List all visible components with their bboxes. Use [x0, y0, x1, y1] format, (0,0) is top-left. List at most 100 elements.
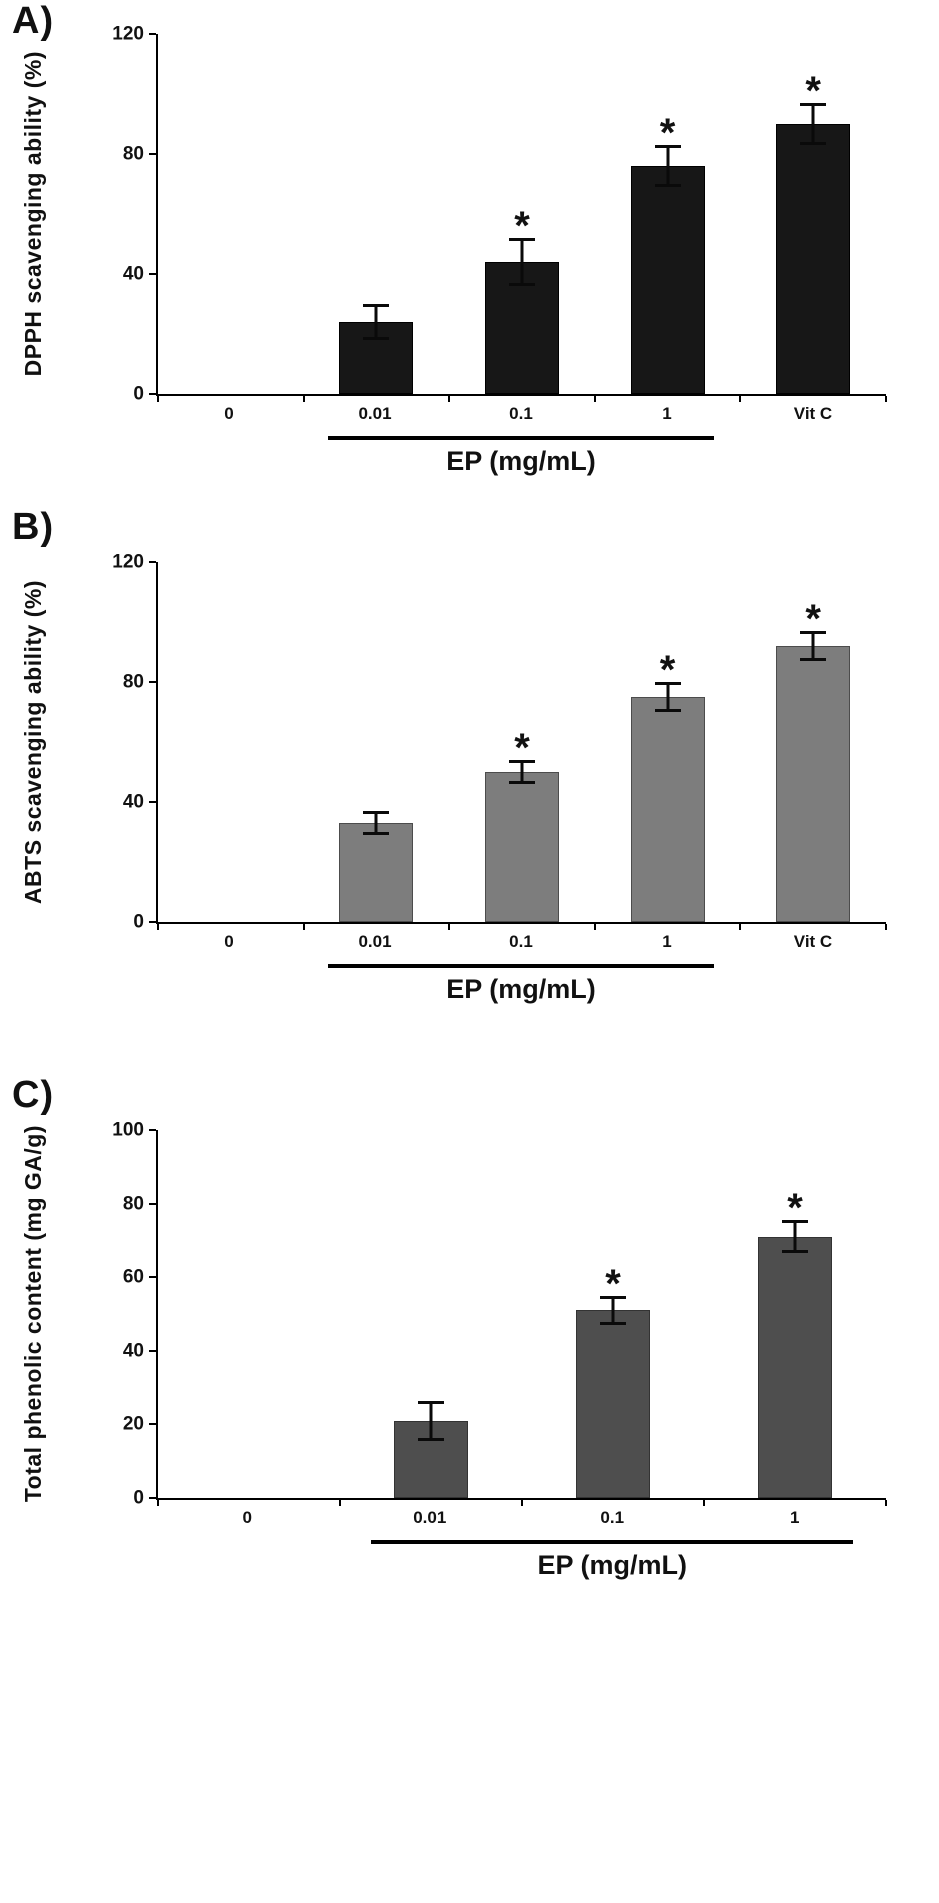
significance-asterisk: *: [659, 111, 676, 155]
y-tick-label: 80: [122, 143, 144, 165]
y-tick-label: 40: [122, 791, 144, 813]
error-bar: [600, 1295, 626, 1326]
bar: [776, 646, 851, 922]
y-tick-label: 0: [133, 1487, 144, 1509]
error-bar-line: [811, 103, 815, 145]
y-axis-label: ABTS scavenging ability (%): [19, 579, 46, 905]
error-bar-cap-bottom: [363, 832, 390, 835]
bracket-row: EP (mg/mL): [156, 1530, 886, 1610]
y-tick-label: 80: [122, 1193, 144, 1215]
x-axis-label: EP (mg/mL): [446, 446, 596, 476]
error-bar-cap-bottom: [654, 184, 681, 187]
error-bar: [509, 238, 535, 286]
y-tick-label: 40: [122, 1340, 144, 1362]
x-axis-label: EP (mg/mL): [537, 1550, 688, 1580]
x-tick-mark: [885, 396, 887, 402]
phenolic-bar-chart: Total phenolic content (mg GA/g) 0 20 40 60…: [0, 1121, 939, 1610]
x-tick-mark: [157, 396, 159, 402]
error-bar-cap-top: [654, 145, 681, 148]
x-tick-mark: [157, 1500, 159, 1506]
x-tick-mark: [593, 924, 596, 930]
abts-bar-chart: ABTS scavenging ability (%) 0 40 80 120 * * * …: [0, 553, 939, 1034]
y-tick-mark: [149, 921, 156, 923]
error-bar-line: [429, 1400, 433, 1441]
error-bar-line: [520, 238, 524, 286]
y-tick-mark: [149, 393, 156, 395]
y-axis-label: Total phenolic content (mg GA/g): [19, 1125, 46, 1503]
x-tick-label: 0: [224, 932, 234, 951]
y-axis-label-wrap: DPPH scavenging ability (%): [6, 34, 60, 394]
error-bar-line: [374, 811, 378, 835]
bar: [630, 697, 705, 922]
error-bar-line: [611, 1295, 615, 1326]
x-tick-label: 1: [662, 932, 672, 951]
x-tick-mark: [448, 396, 451, 402]
x-tick-label: 1: [790, 1508, 800, 1527]
error-bar-cap-bottom: [800, 142, 827, 145]
error-bar-cap-bottom: [509, 781, 535, 784]
x-tick-label: Vit C: [793, 404, 833, 423]
plot-area: DPPH scavenging ability (%) 0 40 80 120 * * *: [20, 25, 887, 404]
x-tick-label: 0.01: [358, 404, 392, 423]
error-bar-cap-bottom: [418, 1437, 444, 1441]
x-tick-row: 0 0.01 0.1 1: [156, 1500, 886, 1530]
y-tick-label: 40: [122, 263, 144, 285]
error-bar-cap-bottom: [800, 658, 827, 661]
error-bar: [654, 682, 681, 712]
plot-area: Total phenolic content (mg GA/g) 0 20 40 60…: [20, 1121, 887, 1508]
x-tick-label: 0.1: [509, 404, 533, 423]
x-tick-mark: [448, 924, 451, 930]
significance-asterisk: *: [805, 69, 821, 113]
x-tick-mark: [157, 924, 159, 930]
error-bar-cap-top: [800, 103, 827, 106]
y-tick-mark: [149, 1129, 156, 1131]
x-tick-mark: [739, 924, 742, 930]
x-tick-mark: [703, 1500, 705, 1506]
panel-a: A) DPPH scavenging ability (%) 0 40 80 120 *…: [0, 0, 939, 506]
significance-asterisk: *: [514, 204, 530, 249]
plot-area: ABTS scavenging ability (%) 0 40 80 120 * * *: [20, 553, 887, 932]
x-tick-mark: [593, 396, 596, 402]
y-tick-mark: [149, 1497, 156, 1499]
error-bar-cap-top: [509, 760, 535, 763]
error-bar-line: [666, 682, 670, 712]
y-axis-label: DPPH scavenging ability (%): [19, 51, 46, 377]
x-tick-mark: [302, 396, 305, 402]
x-tick-label: 1: [662, 404, 672, 423]
x-tick-label: 0.01: [358, 932, 392, 951]
group-bracket-line: [371, 1540, 854, 1544]
error-bar-line: [520, 760, 524, 784]
significance-asterisk: *: [787, 1186, 803, 1231]
error-bar-cap-top: [509, 238, 535, 241]
error-bar-cap-top: [800, 631, 827, 634]
x-tick-label: 0: [224, 404, 234, 423]
x-tick-label: 0.1: [509, 932, 533, 951]
group-bracket-line: [328, 964, 714, 968]
error-bar: [509, 760, 535, 784]
error-bar-cap-top: [654, 682, 681, 685]
x-tick-mark: [739, 396, 742, 402]
y-tick-label: 120: [112, 23, 144, 45]
y-tick-label: 0: [133, 383, 144, 405]
x-tick-mark: [339, 1500, 341, 1506]
y-tick-label: 100: [112, 1119, 144, 1141]
plot-column: Total phenolic content (mg GA/g) 0 20 40 60…: [20, 1121, 887, 1610]
error-bar-line: [374, 304, 378, 340]
y-axis-label-wrap: Total phenolic content (mg GA/g): [6, 1125, 60, 1502]
error-bar-cap-top: [363, 304, 390, 307]
x-tick-label: 0.01: [413, 1508, 447, 1527]
significance-asterisk: *: [605, 1261, 621, 1306]
y-tick-mark: [149, 801, 156, 803]
error-bar-cap-top: [600, 1295, 626, 1299]
bar: [339, 823, 414, 922]
y-tick-label: 120: [112, 551, 144, 573]
bar: [630, 166, 705, 394]
y-tick-mark: [149, 1349, 156, 1352]
significance-asterisk: *: [659, 648, 676, 693]
x-tick-label: Vit C: [793, 932, 833, 951]
x-tick-mark: [521, 1500, 523, 1506]
bracket-row: EP (mg/mL): [156, 954, 886, 1034]
y-axis-label-wrap: ABTS scavenging ability (%): [6, 562, 60, 922]
y-tick-label: 20: [122, 1413, 144, 1435]
